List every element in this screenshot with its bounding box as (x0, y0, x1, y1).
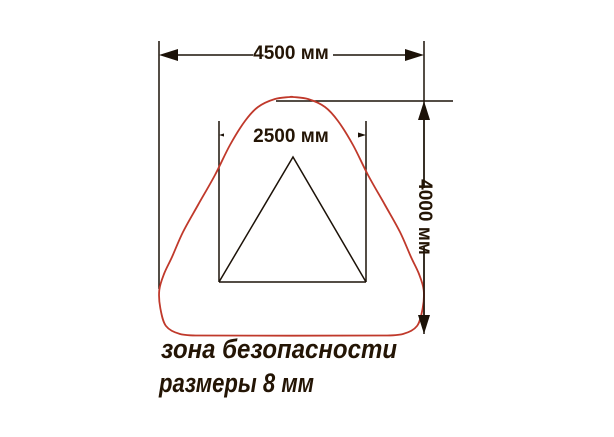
svg-text:зона безопасности: зона безопасности (161, 334, 397, 364)
svg-text:4500 мм: 4500 мм (253, 43, 329, 64)
svg-text:4000 мм: 4000 мм (414, 179, 435, 255)
svg-text:2500 мм: 2500 мм (253, 126, 329, 147)
svg-text:размеры 8 мм: размеры 8 мм (158, 368, 314, 398)
